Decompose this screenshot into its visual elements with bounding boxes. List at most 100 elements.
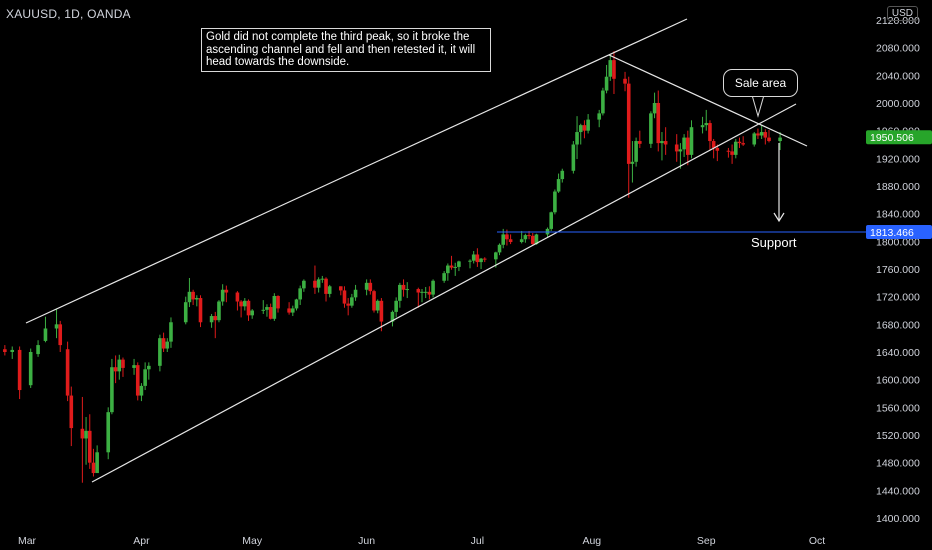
candle-body[interactable] [674, 144, 679, 152]
candle-body[interactable] [604, 76, 609, 91]
candle-body[interactable] [290, 308, 295, 313]
candle-body[interactable] [261, 309, 266, 311]
candle-body[interactable] [338, 286, 343, 291]
candle-body[interactable] [268, 307, 273, 319]
candle-body[interactable] [272, 295, 277, 319]
candle-body[interactable] [139, 385, 144, 396]
candle-body[interactable] [113, 367, 118, 372]
candle-body[interactable] [549, 212, 554, 229]
candle-body[interactable] [626, 83, 631, 164]
candle-body[interactable] [364, 282, 369, 290]
candle-body[interactable] [87, 430, 92, 463]
candle-body[interactable] [660, 141, 664, 144]
candle-body[interactable] [10, 349, 15, 352]
candle-body[interactable] [80, 428, 85, 439]
candle-body[interactable] [730, 151, 734, 155]
candle-body[interactable] [276, 295, 280, 309]
candle-body[interactable] [183, 302, 188, 323]
candle-body[interactable] [110, 367, 114, 413]
candle-body[interactable] [752, 133, 757, 145]
candle-body[interactable] [530, 235, 535, 245]
candle-body[interactable] [634, 141, 638, 162]
candle-body[interactable] [191, 291, 195, 300]
candle-body[interactable] [213, 316, 218, 321]
candle-body[interactable] [198, 298, 203, 323]
candle-body[interactable] [479, 258, 483, 263]
candle-body[interactable] [132, 365, 136, 368]
candle-body[interactable] [556, 179, 561, 192]
candle-body[interactable] [58, 324, 63, 346]
candle-body[interactable] [497, 244, 502, 253]
candle-body[interactable] [324, 278, 328, 294]
candle-body[interactable] [601, 90, 605, 114]
candle-body[interactable] [350, 297, 354, 306]
candle-body[interactable] [246, 300, 251, 316]
candle-body[interactable] [239, 301, 243, 307]
candle-body[interactable] [423, 291, 428, 293]
candle-body[interactable] [578, 125, 583, 133]
candle-body[interactable] [217, 301, 221, 321]
candle-body[interactable] [375, 300, 380, 311]
candle-body[interactable] [453, 266, 458, 268]
candle-body[interactable] [756, 133, 760, 136]
candle-body[interactable] [372, 291, 376, 311]
candle-body[interactable] [287, 308, 291, 313]
candle-body[interactable] [316, 279, 321, 288]
candle-body[interactable] [235, 292, 240, 302]
candle-body[interactable] [468, 260, 472, 262]
candle-body[interactable] [147, 365, 151, 370]
candle-body[interactable] [187, 291, 192, 303]
candle-body[interactable] [353, 289, 358, 298]
candle-body[interactable] [446, 265, 450, 274]
candle-body[interactable] [165, 341, 170, 349]
candle-body[interactable] [390, 311, 395, 322]
candle-body[interactable] [449, 265, 454, 268]
candle-body[interactable] [427, 291, 432, 295]
candle-body[interactable] [457, 261, 461, 267]
candle-body[interactable] [700, 125, 705, 128]
candle-body[interactable] [69, 395, 74, 429]
candle-body[interactable] [368, 282, 373, 292]
candle-body[interactable] [733, 141, 738, 155]
candle-body[interactable] [379, 300, 384, 322]
candle-body[interactable] [715, 147, 720, 151]
sale-area-callout[interactable]: Sale area [723, 69, 798, 97]
candle-body[interactable] [54, 324, 59, 329]
candle-body[interactable] [302, 280, 306, 289]
time-axis[interactable]: Mar Apr May Jun Jul Aug Sep Oct [18, 535, 825, 547]
candle-body[interactable] [623, 78, 627, 84]
candle-body[interactable] [158, 338, 162, 366]
candle-body[interactable] [106, 412, 111, 453]
candle-body[interactable] [523, 235, 528, 240]
candle-body[interactable] [682, 137, 686, 150]
candle-body[interactable] [220, 289, 225, 302]
candle-body[interactable] [560, 170, 565, 180]
candle-body[interactable] [169, 322, 173, 342]
candle-body[interactable] [704, 123, 709, 126]
candle-body[interactable] [3, 349, 7, 352]
candle-body[interactable] [508, 239, 513, 243]
candle-body[interactable] [726, 150, 731, 152]
candle-body[interactable] [649, 113, 653, 144]
candle-body[interactable] [346, 303, 350, 306]
candle-body[interactable] [398, 284, 402, 301]
candle-body[interactable] [313, 280, 317, 288]
analysis-note[interactable]: Gold did not complete the third peak, so… [201, 28, 491, 72]
candle-body[interactable] [320, 278, 325, 280]
candle-body[interactable] [36, 345, 40, 355]
candle-body[interactable] [121, 359, 125, 368]
candle-body[interactable] [416, 289, 421, 293]
candle-body[interactable] [43, 328, 48, 341]
candle-body[interactable] [534, 234, 539, 245]
candle-body[interactable] [401, 284, 406, 290]
descending-trendline[interactable] [608, 54, 808, 147]
candle-body[interactable] [91, 462, 96, 474]
candle-body[interactable] [630, 161, 635, 164]
candle-body[interactable] [505, 234, 509, 240]
candle-body[interactable] [28, 352, 33, 386]
candle-body[interactable] [442, 273, 446, 281]
candle-body[interactable] [494, 252, 498, 260]
candle-body[interactable] [608, 60, 613, 77]
candle-body[interactable] [84, 430, 88, 439]
